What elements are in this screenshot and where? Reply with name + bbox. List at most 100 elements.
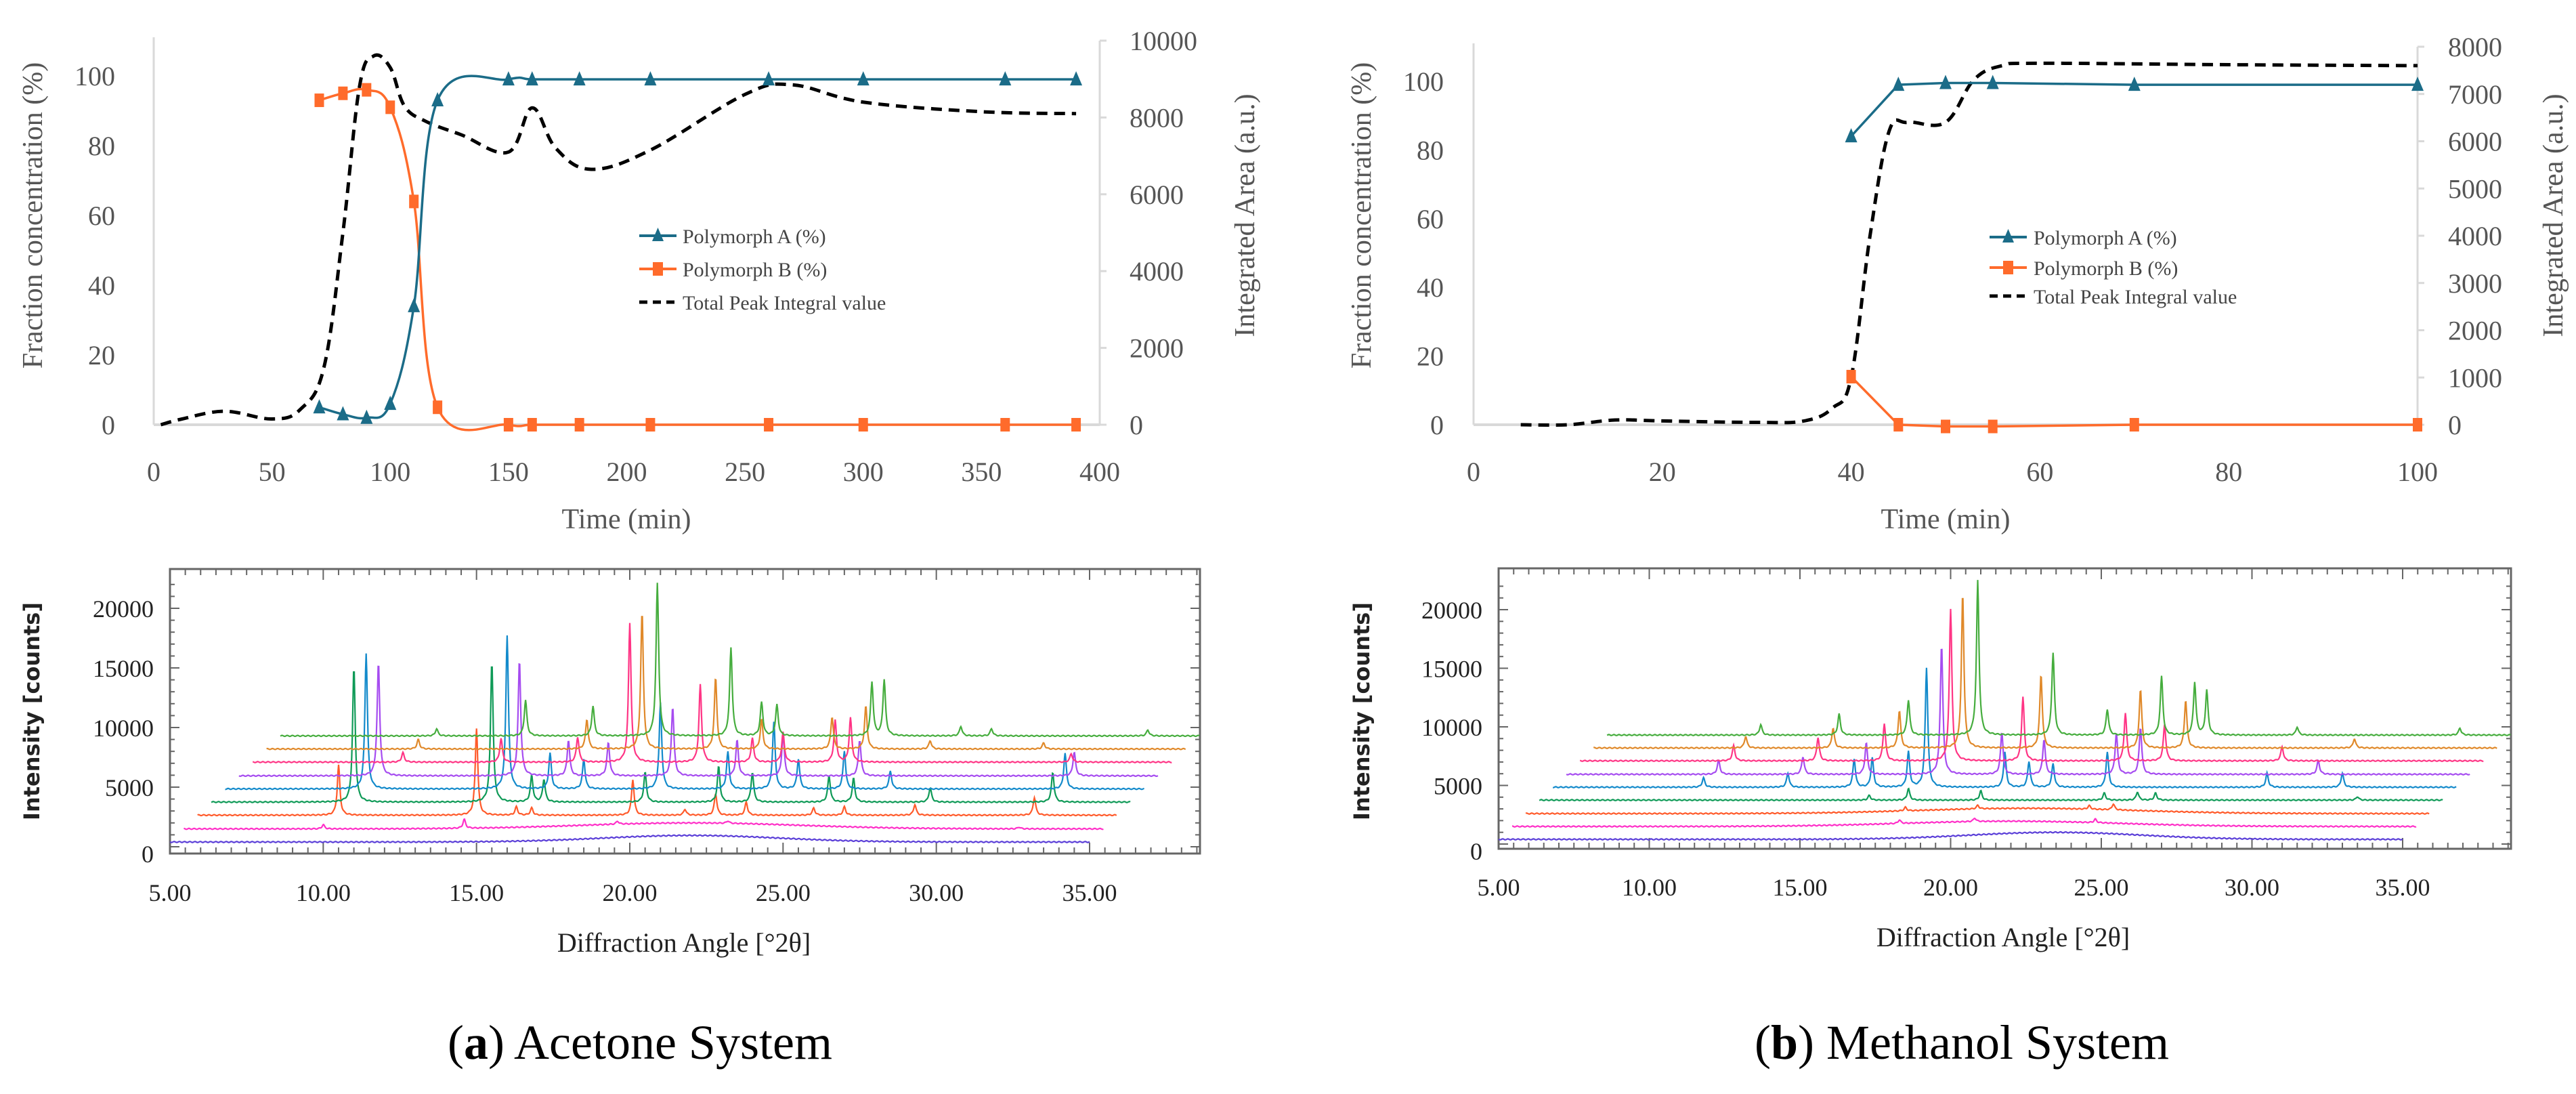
y2-tick-label: 10000 (1130, 26, 1197, 56)
acetone-xrd-chart: Intensity [counts] Diffraction Angle [°2… (19, 568, 1201, 958)
data-point-square (2129, 418, 2139, 432)
series-polymorph-b- (1846, 370, 2422, 434)
data-point-triangle (360, 409, 373, 424)
x-tick-label: 10.00 (296, 879, 351, 906)
data-point-triangle (1070, 71, 1083, 86)
plot-frame (169, 568, 1201, 855)
x-tick-label: 60 (2026, 457, 2053, 487)
y2-tick-label: 4000 (2448, 221, 2502, 251)
y-axis-title: Fraction concentration (%) (18, 62, 49, 369)
data-point-square (409, 194, 419, 209)
x-tick-label: 150 (488, 457, 529, 487)
data-point-square (1988, 419, 1998, 434)
y-tick-label: 20000 (1421, 597, 1482, 624)
y-tick-label: 0 (142, 841, 154, 868)
xrd-trace-4 (1553, 667, 2457, 788)
data-point-triangle (2128, 77, 2141, 91)
data-point-square (645, 418, 656, 432)
data-point-square (1893, 418, 1904, 432)
y-tick-label: 10000 (1421, 714, 1482, 741)
methanol-xrd-chart: Intensity [counts] Diffraction Angle [°2… (1349, 567, 2512, 952)
legend-label-b: Polymorph B (%) (2034, 257, 2178, 280)
y2-tick-label: 1000 (2448, 362, 2502, 393)
y-tick-label: 80 (88, 131, 115, 161)
x-tick-label: 20.00 (603, 879, 658, 906)
xrd-trace-1 (1511, 817, 2417, 828)
legend-triangle-marker (652, 228, 664, 241)
data-point-square (1941, 419, 1950, 434)
x-tick-label: 200 (607, 457, 647, 487)
y2-tick-label: 4000 (1130, 256, 1184, 287)
acetone-time-chart: Fraction concentration (%) Integrated Ar… (18, 26, 1261, 535)
y-axis-title: Intensity [counts] (19, 602, 45, 820)
data-point-triangle (644, 71, 657, 86)
x-tick-label: 15.00 (449, 879, 504, 906)
xrd-trace-1 (184, 818, 1104, 830)
legend-label-a: Polymorph A (%) (2034, 227, 2177, 249)
y-tick-label: 20 (88, 340, 115, 371)
legend-label-a: Polymorph A (%) (683, 226, 826, 248)
y2-tick-label: 6000 (2448, 127, 2502, 157)
x-tick-label: 300 (843, 457, 884, 487)
series-line (1850, 81, 2418, 138)
data-point-square (858, 418, 868, 432)
data-point-triangle (384, 396, 397, 411)
xrd-trace-2 (1525, 803, 2430, 815)
data-point-triangle (763, 71, 775, 86)
data-point-square (385, 100, 395, 114)
data-point-triangle (502, 71, 515, 86)
data-point-square (503, 418, 513, 432)
x-tick-label: 0 (1467, 457, 1480, 487)
x-tick-label: 50 (259, 457, 286, 487)
xrd-trace-7 (266, 616, 1186, 751)
xrd-trace-6 (252, 623, 1172, 763)
series-line (1520, 61, 2418, 427)
data-point-triangle (1845, 128, 1858, 143)
xrd-trace-4 (225, 635, 1144, 791)
y-axis-title: Intensity [counts] (1349, 602, 1375, 820)
y-tick-label: 80 (1417, 135, 1444, 165)
y2-tick-label: 6000 (1130, 180, 1184, 210)
data-point-square (1846, 370, 1856, 384)
data-point-triangle (337, 406, 349, 421)
y-tick-label: 0 (1430, 410, 1444, 440)
y-tick-label: 20 (1417, 341, 1444, 372)
y2-tick-label: 5000 (2448, 173, 2502, 204)
y-tick-label: 100 (1403, 66, 1444, 97)
data-point-triangle (573, 71, 586, 86)
xrd-trace-3 (1539, 787, 2443, 801)
y2-tick-label: 7000 (2448, 79, 2502, 110)
data-point-triangle (1986, 75, 1999, 89)
x-tick-label: 30.00 (2225, 874, 2279, 901)
caption-b-text: Methanol System (1826, 1015, 2169, 1070)
caption-a-label: a (464, 1015, 488, 1070)
axes: 0204060801000100020003000400050006000700… (1403, 32, 2502, 487)
data-point-triangle (2411, 77, 2424, 91)
x-tick-label: 35.00 (1062, 879, 1117, 906)
y-tick-label: 5000 (1434, 773, 1482, 800)
y2-tick-label: 0 (2448, 410, 2462, 440)
data-point-triangle (999, 71, 1012, 86)
x-tick-label: 15.00 (1773, 874, 1828, 901)
data-point-triangle (857, 71, 870, 86)
data-point-triangle (1892, 77, 1905, 91)
xrd-trace-3 (211, 666, 1131, 803)
y-tick-label: 5000 (105, 774, 154, 801)
y-tick-label: 60 (88, 201, 115, 231)
legend-square-marker (2003, 261, 2013, 274)
data-point-triangle (525, 71, 538, 86)
xrd-trace-8 (280, 583, 1200, 738)
xrd-trace-2 (197, 728, 1117, 817)
caption-b: (b) Methanol System (1755, 1015, 2169, 1070)
xrd-traces (169, 583, 1200, 843)
xrd-trace-5 (1566, 648, 2470, 776)
y-tick-label: 60 (1417, 204, 1444, 234)
legend-label-total: Total Peak Integral value (2034, 286, 2237, 308)
caption-b-label: b (1771, 1015, 1798, 1070)
y2-axis-title: Integrated Area (a.u.) (2538, 93, 2569, 337)
xrd-traces (1498, 580, 2511, 841)
data-point-triangle (431, 92, 444, 107)
data-point-square (1071, 418, 1081, 432)
x-tick-label: 10.00 (1622, 874, 1677, 901)
